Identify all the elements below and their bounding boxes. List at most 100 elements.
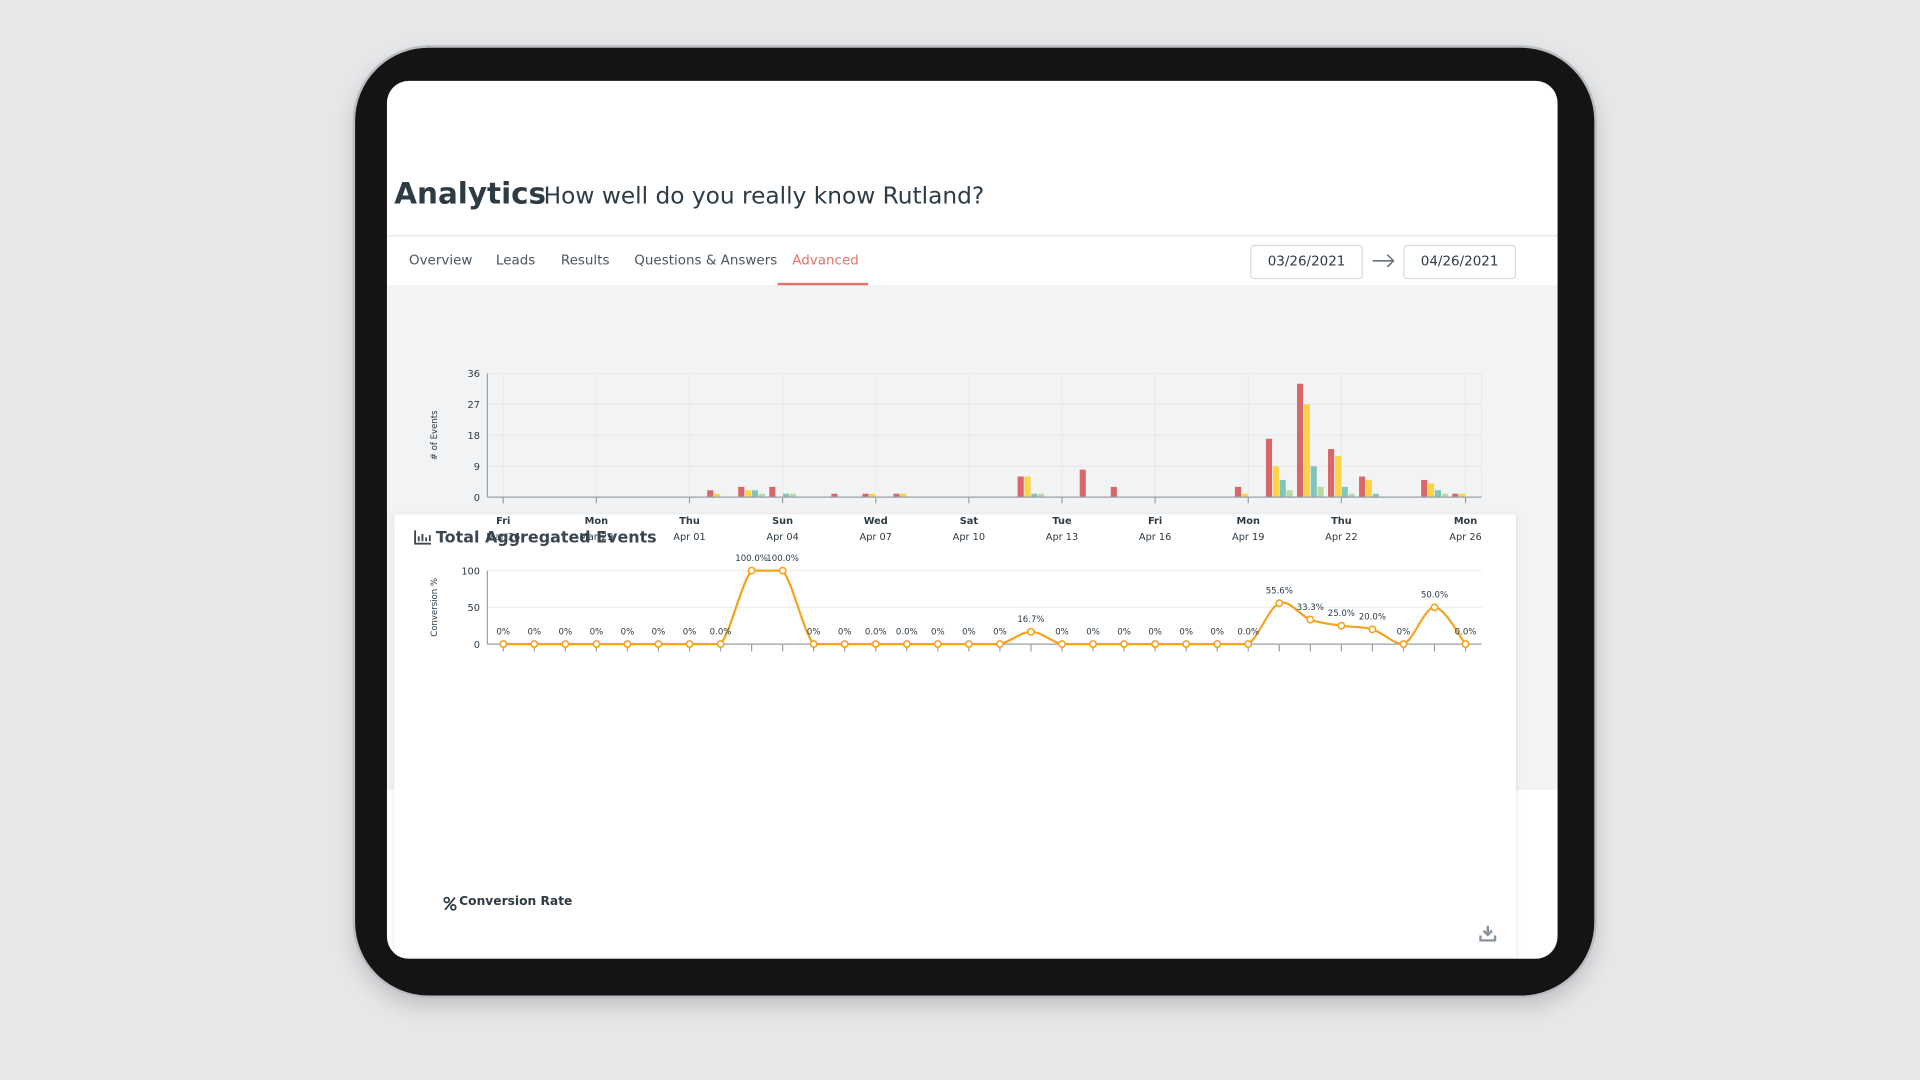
value-label: 0% bbox=[1055, 627, 1069, 637]
card: Total Aggregated Events Conversion Rate bbox=[394, 514, 1516, 958]
x-tick-weekday: Mon bbox=[1454, 516, 1477, 527]
bar bbox=[758, 493, 765, 498]
bar bbox=[1038, 493, 1045, 498]
bar bbox=[1279, 479, 1286, 498]
bar bbox=[1341, 486, 1348, 498]
bar bbox=[1031, 493, 1038, 498]
bar bbox=[1441, 493, 1448, 498]
x-tick-weekday: Thu bbox=[679, 516, 700, 527]
arrow-icon bbox=[1372, 254, 1395, 268]
bar bbox=[1359, 476, 1366, 498]
bar bbox=[1421, 479, 1428, 498]
value-label: 0% bbox=[590, 627, 604, 637]
bar bbox=[1241, 493, 1248, 498]
value-label: 0% bbox=[652, 627, 666, 637]
card-title: Total Aggregated Events bbox=[435, 528, 657, 548]
value-label: 0.0% bbox=[1455, 627, 1477, 637]
point bbox=[592, 640, 601, 649]
point bbox=[902, 640, 911, 649]
page-title: Analytics bbox=[394, 176, 547, 211]
end-date[interactable]: 04/26/2021 bbox=[1403, 244, 1516, 280]
page-subtitle: How well do you really know Rutland? bbox=[543, 182, 985, 210]
bar bbox=[831, 493, 838, 498]
download-icon[interactable] bbox=[1479, 924, 1497, 942]
x-tick-weekday: Fri bbox=[1148, 516, 1162, 527]
tab[interactable]: Leads bbox=[495, 252, 536, 269]
tab[interactable]: Questions & Answers bbox=[634, 252, 778, 269]
y-tick-label: 36 bbox=[468, 369, 480, 380]
value-label: 0% bbox=[993, 627, 1007, 637]
value-label: 0% bbox=[559, 627, 573, 637]
y-tick-label: 0 bbox=[474, 640, 480, 651]
x-tick-label: Apr 07 bbox=[860, 532, 892, 543]
bar bbox=[738, 486, 745, 498]
x-tick-weekday: Mon bbox=[1237, 516, 1260, 527]
value-label: 0% bbox=[1086, 627, 1100, 637]
bar bbox=[1310, 466, 1317, 498]
x-tick-label: Apr 01 bbox=[673, 532, 705, 543]
bar bbox=[1372, 493, 1379, 498]
point bbox=[1306, 615, 1315, 624]
point bbox=[1026, 627, 1035, 636]
value-label: 0.0% bbox=[896, 627, 918, 637]
x-tick-label: Apr 10 bbox=[953, 532, 985, 543]
y-tick-label: 0 bbox=[474, 493, 480, 504]
point bbox=[933, 640, 942, 649]
value-label: 0.0% bbox=[710, 627, 732, 637]
y-tick-label: 18 bbox=[468, 431, 480, 442]
y-tick-label: 27 bbox=[468, 400, 480, 411]
separator bbox=[386, 235, 1558, 237]
value-label: 0% bbox=[528, 627, 542, 637]
point bbox=[840, 640, 849, 649]
value-label: 100.0% bbox=[766, 554, 799, 564]
value-label: 0% bbox=[807, 627, 821, 637]
x-tick-label: Apr 26 bbox=[1449, 532, 1481, 543]
x-tick-weekday: Mon bbox=[585, 516, 608, 527]
bar bbox=[1303, 404, 1310, 498]
point bbox=[1120, 640, 1129, 649]
value-label: 0% bbox=[621, 627, 635, 637]
bar bbox=[783, 493, 790, 498]
tab[interactable]: Overview bbox=[408, 252, 473, 269]
bar bbox=[1024, 476, 1031, 498]
point bbox=[685, 640, 694, 649]
y-tick-label: 100 bbox=[461, 566, 480, 577]
bar bbox=[1328, 449, 1335, 498]
point bbox=[716, 640, 725, 649]
point bbox=[747, 566, 756, 575]
x-tick-weekday: Thu bbox=[1331, 516, 1352, 527]
point bbox=[1430, 603, 1439, 612]
bar bbox=[862, 493, 869, 498]
tab[interactable]: Advanced bbox=[792, 252, 859, 269]
tab[interactable]: Results bbox=[560, 252, 610, 269]
bar bbox=[1428, 483, 1435, 498]
bar bbox=[769, 486, 776, 498]
value-label: 0% bbox=[1148, 627, 1162, 637]
value-label: 25.0% bbox=[1328, 609, 1355, 619]
point bbox=[995, 640, 1004, 649]
content-area: Total Aggregated Events Conversion Rate bbox=[386, 285, 1558, 958]
bar bbox=[714, 493, 721, 498]
value-label: 20.0% bbox=[1359, 613, 1386, 623]
line bbox=[503, 569, 1467, 646]
bar bbox=[1459, 493, 1466, 498]
bar bbox=[869, 493, 876, 498]
x-tick-weekday: Fri bbox=[496, 516, 510, 527]
y-axis-label: Conversion % bbox=[430, 578, 440, 637]
x-tick-label: Apr 04 bbox=[766, 532, 798, 543]
point bbox=[1399, 640, 1408, 649]
y-tick-label: 50 bbox=[468, 603, 480, 614]
bar bbox=[1110, 486, 1117, 498]
value-label: 0% bbox=[838, 627, 852, 637]
tab-underline bbox=[777, 282, 869, 286]
point bbox=[1213, 640, 1222, 649]
point bbox=[1244, 640, 1253, 649]
point bbox=[871, 640, 880, 649]
bar bbox=[707, 490, 714, 498]
value-label: 16.7% bbox=[1017, 615, 1044, 625]
percent-icon bbox=[443, 896, 457, 911]
start-date[interactable]: 03/26/2021 bbox=[1250, 244, 1363, 280]
bar bbox=[1452, 493, 1459, 498]
value-label: 50.0% bbox=[1421, 591, 1448, 601]
value-label: 0% bbox=[962, 627, 976, 637]
